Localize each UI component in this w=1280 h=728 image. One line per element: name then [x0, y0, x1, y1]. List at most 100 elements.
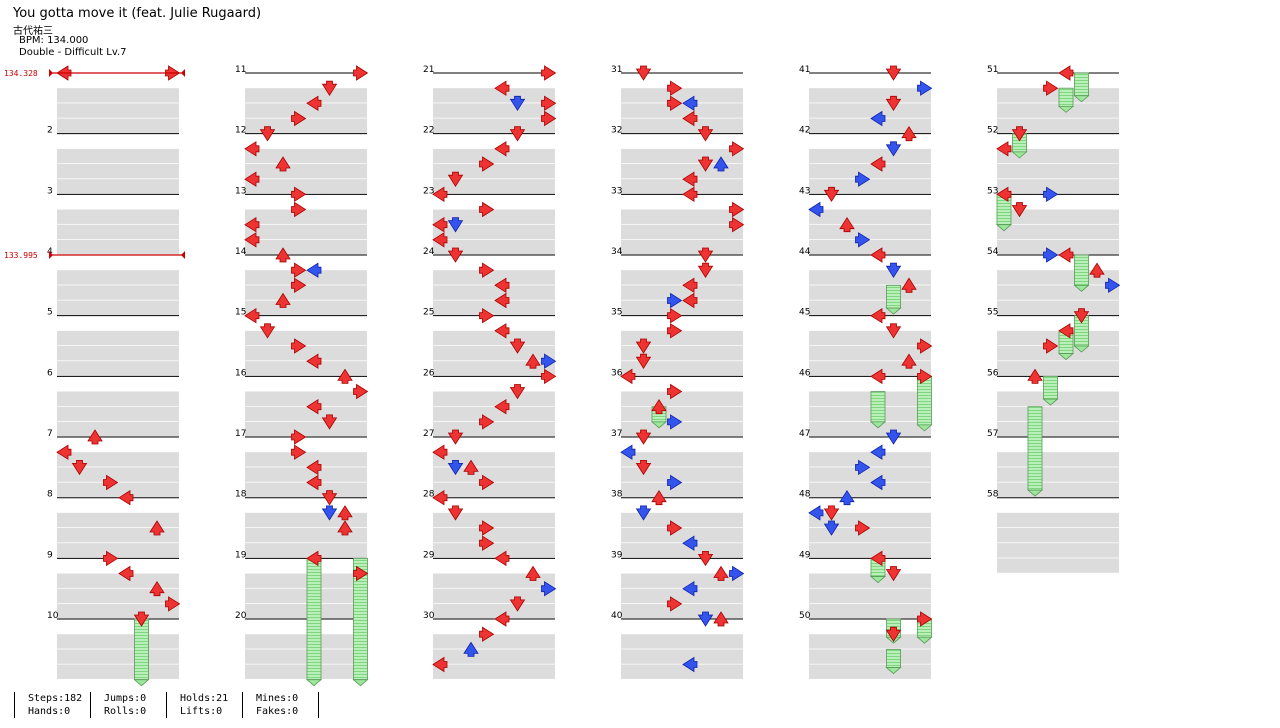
measure-3 — [57, 193, 179, 255]
lane-band — [621, 118, 743, 133]
lane-band — [433, 330, 555, 346]
measure-number: 27 — [423, 429, 434, 439]
stat-hands: Hands:0 — [28, 706, 71, 717]
lane-band — [621, 603, 743, 619]
lane-band — [433, 528, 555, 543]
lane-band — [809, 239, 931, 255]
lane-band — [245, 452, 367, 467]
lane-band — [621, 179, 743, 194]
hold-note — [1073, 315, 1090, 353]
stat-steps: Steps:182 — [28, 693, 83, 704]
lane-band — [245, 209, 367, 224]
measure-number: 34 — [611, 247, 623, 257]
lane-band — [809, 209, 931, 224]
lane-band — [621, 88, 743, 103]
measure-number: 21 — [423, 65, 434, 75]
measure-32 — [621, 133, 743, 194]
lane-band — [621, 528, 743, 543]
lane-band — [621, 543, 743, 558]
measure-25 — [433, 315, 555, 376]
step-arrow — [353, 65, 368, 81]
hold-note — [885, 648, 902, 675]
lane-band — [245, 588, 367, 604]
lane-band — [809, 148, 931, 164]
lane-band — [997, 361, 1119, 376]
measure-53 — [997, 193, 1119, 255]
measure-28 — [433, 497, 555, 558]
lane-band — [997, 148, 1119, 164]
measure-12 — [245, 133, 367, 194]
lane-band — [997, 512, 1119, 528]
lane-band — [433, 88, 555, 103]
lane-band — [809, 118, 931, 133]
measure-number: 28 — [423, 490, 435, 500]
lane-band — [997, 482, 1119, 497]
measure-38 — [621, 497, 743, 558]
hold-note — [885, 284, 902, 315]
lane-band — [809, 588, 931, 604]
measure-52 — [997, 133, 1119, 194]
measure-number: 15 — [235, 308, 246, 318]
lane-band — [433, 406, 555, 422]
stats-block-steps: Steps:182 Hands:0 — [14, 692, 90, 718]
measure-number: 42 — [799, 126, 810, 136]
lane-band — [433, 664, 555, 679]
measure-number: 14 — [235, 247, 247, 257]
measure-34 — [621, 254, 743, 315]
measure-4 — [57, 254, 179, 315]
lane-band — [433, 300, 555, 315]
lane-band — [621, 209, 743, 224]
lane-band — [57, 573, 179, 588]
measure-1 — [57, 72, 179, 133]
lane-band — [997, 88, 1119, 103]
measure-18 — [245, 497, 367, 558]
lane-band — [433, 148, 555, 164]
measure-56 — [997, 375, 1119, 437]
measure-number: 17 — [235, 429, 246, 439]
measure-27 — [433, 436, 555, 497]
measure-number: 41 — [799, 65, 810, 75]
lane-band — [245, 361, 367, 376]
lane-band — [809, 179, 931, 194]
measure-number: 40 — [611, 611, 623, 621]
measure-number: 3 — [47, 186, 53, 196]
measure-13 — [245, 193, 367, 255]
lane-band — [621, 361, 743, 376]
lane-band — [621, 346, 743, 361]
lane-band — [997, 467, 1119, 482]
lane-band — [433, 588, 555, 604]
measure-58 — [997, 497, 1119, 558]
lane-band — [433, 346, 555, 361]
lane-band — [57, 346, 179, 361]
lane-band — [621, 467, 743, 482]
lane-band — [57, 603, 179, 619]
measure-number: 2 — [47, 126, 53, 136]
measure-number: 46 — [799, 368, 811, 378]
lane-band — [809, 482, 931, 497]
measure-number: 6 — [47, 368, 53, 378]
measure-26 — [433, 375, 555, 437]
lane-band — [245, 664, 367, 679]
stat-fakes: Fakes:0 — [256, 706, 299, 717]
lane-band — [809, 270, 931, 285]
lane-band — [997, 421, 1119, 437]
lane-band — [997, 103, 1119, 118]
hold-note — [916, 375, 933, 432]
measure-number: 54 — [987, 247, 999, 257]
measure-number: 43 — [799, 186, 810, 196]
measure-number: 29 — [423, 550, 435, 560]
bpm-change-marker: 133.995 — [4, 251, 185, 260]
measure-number: 45 — [799, 308, 810, 318]
measure-21 — [433, 72, 555, 133]
measure-8 — [57, 497, 179, 558]
step-arrow — [886, 65, 901, 81]
hold-note — [1057, 87, 1075, 113]
lane-band — [809, 649, 931, 664]
lane-band — [57, 148, 179, 164]
lane-band — [245, 118, 367, 133]
bpm-marker-label: 134.328 — [4, 69, 38, 78]
measure-24 — [433, 254, 555, 315]
measure-number: 37 — [611, 429, 622, 439]
measure-2 — [57, 133, 179, 194]
lane-band — [809, 603, 931, 619]
